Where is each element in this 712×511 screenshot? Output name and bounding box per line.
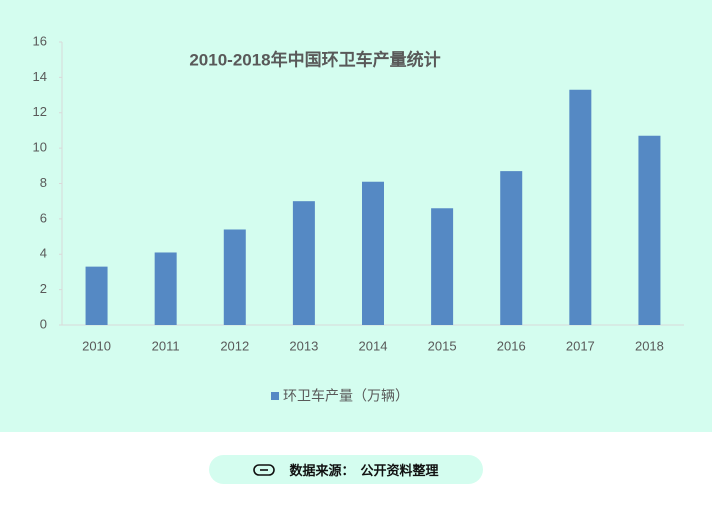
chart-title: 2010-2018年中国环卫车产量统计 bbox=[189, 49, 440, 69]
legend-swatch bbox=[271, 392, 279, 400]
source-note: 数据来源： 公开资料整理 bbox=[209, 455, 483, 484]
x-tick-label: 2010 bbox=[82, 338, 111, 353]
bar bbox=[85, 266, 108, 325]
bar bbox=[292, 201, 315, 325]
x-tick-label: 2014 bbox=[359, 338, 388, 353]
bar bbox=[638, 135, 661, 325]
x-tick-label: 2013 bbox=[289, 338, 318, 353]
bar bbox=[154, 252, 177, 325]
y-tick-label: 10 bbox=[33, 140, 47, 155]
x-tick-label: 2011 bbox=[152, 338, 180, 353]
y-tick-label: 8 bbox=[40, 175, 47, 190]
y-tick-label: 0 bbox=[40, 316, 47, 331]
x-tick-label: 2018 bbox=[635, 338, 664, 353]
y-tick-label: 6 bbox=[40, 210, 47, 225]
y-tick-label: 16 bbox=[33, 33, 47, 48]
y-tick-label: 12 bbox=[33, 104, 47, 119]
y-tick-label: 4 bbox=[40, 246, 47, 261]
x-tick-label: 2017 bbox=[566, 338, 595, 353]
y-tick-label: 2 bbox=[40, 281, 47, 296]
chart: 2010-2018年中国环卫车产量统计 0 2 4 6 8 10 12 14 16 2010 201… bbox=[0, 0, 712, 432]
bar bbox=[500, 171, 523, 325]
x-tick-label: 2015 bbox=[428, 338, 457, 353]
link-icon bbox=[253, 463, 276, 476]
x-tick-label: 2016 bbox=[497, 338, 526, 353]
bar bbox=[362, 181, 384, 325]
y-tick-label: 14 bbox=[33, 69, 47, 84]
x-tick-label: 2012 bbox=[220, 338, 249, 353]
bar bbox=[569, 89, 592, 325]
bar bbox=[223, 229, 246, 325]
legend-label: 环卫车产量（万辆） bbox=[283, 388, 409, 404]
bar bbox=[431, 208, 454, 325]
source-text: 公开资料整理 bbox=[360, 463, 439, 478]
source-label: 数据来源： bbox=[289, 463, 355, 478]
